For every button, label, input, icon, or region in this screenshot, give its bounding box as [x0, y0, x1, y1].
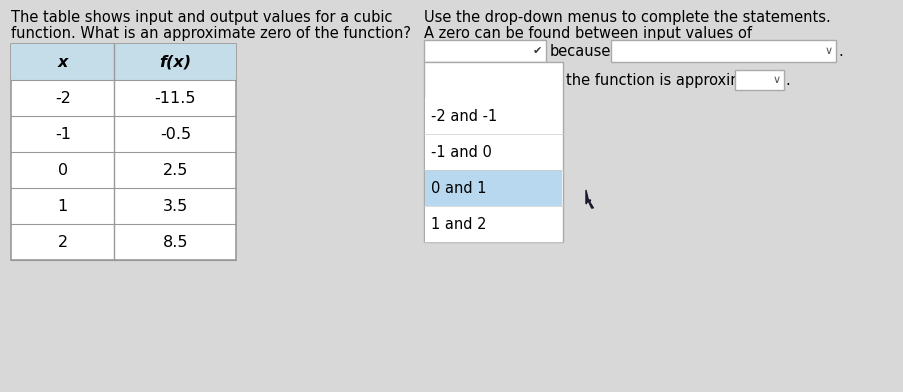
Bar — [424, 62, 562, 242]
Text: A zero can be found between input values of: A zero can be found between input values… — [424, 26, 751, 41]
Text: ✔: ✔ — [532, 46, 541, 56]
Bar — [424, 134, 561, 170]
Text: 3.5: 3.5 — [163, 198, 188, 214]
Text: -0.5: -0.5 — [160, 127, 191, 142]
Text: 2.5: 2.5 — [163, 163, 188, 178]
Text: -1: -1 — [55, 127, 70, 142]
Bar — [424, 170, 561, 206]
Text: 1 and 2: 1 and 2 — [431, 216, 486, 232]
Text: 2: 2 — [58, 234, 68, 249]
Text: ∨: ∨ — [824, 46, 833, 56]
Bar — [734, 70, 783, 90]
Bar — [424, 40, 545, 62]
Bar — [11, 44, 236, 260]
Text: 1: 1 — [58, 198, 68, 214]
Bar — [424, 98, 561, 134]
Text: function. What is an approximate zero of the function?: function. What is an approximate zero of… — [11, 26, 411, 41]
Text: x: x — [58, 54, 68, 69]
Bar — [424, 206, 561, 242]
Text: Use the drop-down menus to complete the statements.: Use the drop-down menus to complete the … — [424, 10, 830, 25]
Text: -2 and -1: -2 and -1 — [431, 109, 497, 123]
Text: -1 and 0: -1 and 0 — [431, 145, 491, 160]
Text: 0: 0 — [58, 163, 68, 178]
Text: because: because — [549, 44, 610, 58]
Text: .: . — [837, 44, 842, 58]
Bar — [11, 44, 236, 80]
Text: 8.5: 8.5 — [163, 234, 188, 249]
Bar — [610, 40, 835, 62]
Text: -11.5: -11.5 — [154, 91, 196, 105]
Polygon shape — [585, 190, 592, 208]
Text: f(x): f(x) — [159, 54, 191, 69]
Text: .: . — [785, 73, 789, 87]
Text: ∨: ∨ — [772, 75, 780, 85]
Text: The table shows input and output values for a cubic: The table shows input and output values … — [11, 10, 392, 25]
Text: the function is approximately: the function is approximately — [565, 73, 780, 87]
Text: 0 and 1: 0 and 1 — [431, 180, 486, 196]
Text: -2: -2 — [55, 91, 70, 105]
